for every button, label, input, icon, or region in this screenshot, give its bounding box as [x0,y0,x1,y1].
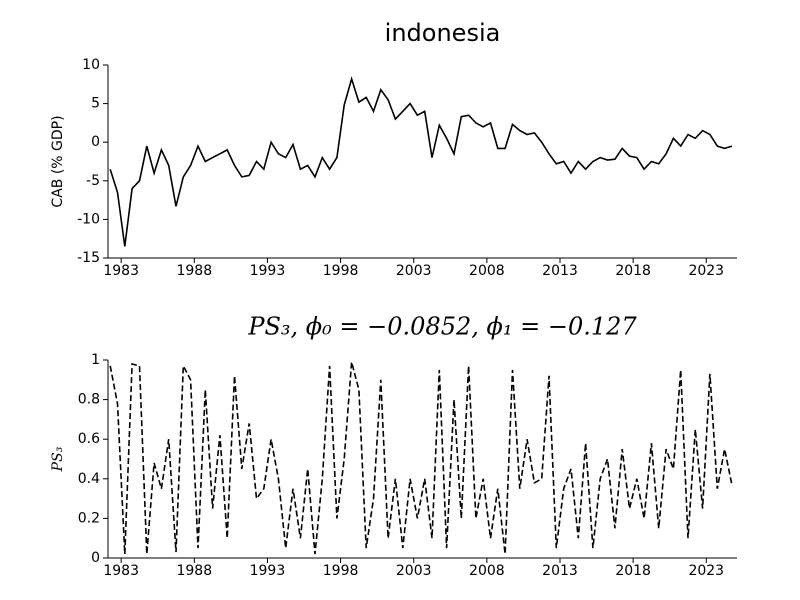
x-tick-label: 2018 [615,563,651,579]
x-tick-label: 2008 [469,263,505,279]
x-tick-label: 1983 [103,263,139,279]
x-tick-label: 1998 [323,263,359,279]
x-tick-label: 2013 [542,263,578,279]
x-tick-label: 1983 [103,563,139,579]
y-axis-label: CAB (% GDP) [50,115,66,207]
x-tick-label: 1988 [176,263,212,279]
y-tick-label: 0 [91,550,100,566]
x-tick-label: 2023 [688,563,724,579]
x-tick-label: 1993 [250,563,286,579]
y-tick-label: -15 [77,250,100,266]
data-line [109,361,733,555]
y-axis-label: PS₃ [50,446,66,472]
y-tick-label: 0.2 [78,510,100,526]
y-tick-label: 0.8 [78,392,100,408]
y-tick-label: -10 [77,211,100,227]
x-tick-label: 2023 [688,263,724,279]
x-tick-label: 2008 [469,563,505,579]
y-tick-label: 10 [82,57,100,73]
x-tick-label: 1998 [323,563,359,579]
data-line [109,76,733,247]
y-tick-label: -5 [86,173,100,189]
x-tick-label: 2013 [542,563,578,579]
y-tick-label: 0.6 [78,431,100,447]
y-tick-label: 0.4 [78,471,100,487]
chart-title: indonesia [385,19,501,47]
x-tick-label: 2018 [615,263,651,279]
x-tick-label: 1988 [176,563,212,579]
x-tick-label: 1993 [250,263,286,279]
y-tick-label: 5 [91,96,100,112]
x-tick-label: 2003 [396,263,432,279]
chart-title: PS₃, ϕ₀ = −0.0852, ϕ₁ = −0.127 [247,313,637,341]
y-tick-label: 1 [91,352,100,368]
y-tick-label: 0 [91,134,100,150]
x-tick-label: 2003 [396,563,432,579]
